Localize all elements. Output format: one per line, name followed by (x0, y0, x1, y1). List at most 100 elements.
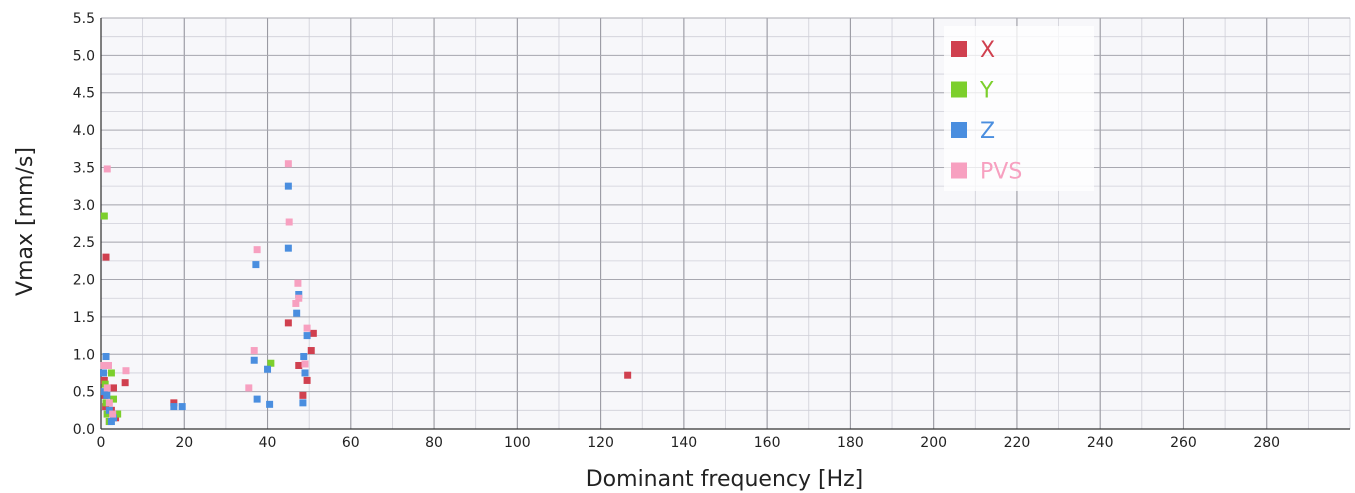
y-tick-label: 4.5 (73, 86, 95, 102)
legend-background (944, 26, 1094, 191)
data-point-x (109, 384, 117, 392)
data-point-z (253, 395, 261, 403)
data-point-z (250, 356, 258, 364)
data-point-x (295, 361, 303, 369)
data-point-x (121, 379, 129, 387)
data-point-pvs (104, 361, 112, 369)
data-points (99, 160, 632, 426)
x-tick-label: 180 (837, 435, 864, 451)
data-point-z (266, 400, 274, 408)
grid-lines (100, 17, 1351, 430)
data-point-z (284, 182, 292, 190)
x-tick-label: 240 (1087, 435, 1114, 451)
y-axis-title: Vmax [mm/s] (13, 147, 38, 296)
data-point-pvs (294, 279, 302, 287)
data-point-pvs (285, 218, 293, 226)
x-tick-label: 260 (1170, 435, 1197, 451)
y-tick-label: 3.5 (73, 160, 95, 176)
legend-label: X (980, 38, 995, 63)
data-point-z (102, 353, 110, 361)
data-point-y (103, 410, 111, 418)
data-point-y (100, 212, 108, 220)
data-point-pvs (301, 360, 309, 368)
legend-swatch (951, 162, 967, 179)
data-point-z (99, 369, 107, 377)
data-point-z (301, 369, 309, 377)
data-point-z (299, 399, 307, 407)
y-tick-label: 1.5 (73, 310, 95, 326)
axes (100, 18, 1350, 430)
data-point-z (252, 261, 260, 269)
x-tick-label: 120 (587, 435, 614, 451)
data-point-x (170, 399, 178, 407)
y-tick-label: 2.0 (73, 273, 95, 289)
y-tick-label: 0.0 (73, 422, 95, 438)
data-point-x (303, 376, 311, 384)
data-point-z (107, 418, 115, 426)
data-point-z (264, 365, 272, 373)
data-point-y (107, 369, 115, 377)
x-tick-label: 0 (97, 435, 106, 451)
data-point-pvs (105, 399, 113, 407)
y-tick-label: 5.5 (73, 11, 95, 27)
legend-label: Y (979, 79, 994, 104)
legend: XYZ PVS (951, 38, 1022, 185)
legend-swatch (951, 81, 967, 98)
data-point-z (300, 353, 308, 361)
x-tick-label: 160 (754, 435, 781, 451)
data-point-y (114, 410, 122, 418)
data-point-x (102, 403, 110, 411)
x-tick-label: 280 (1253, 435, 1280, 451)
data-point-z (284, 244, 292, 252)
data-point-pvs (122, 367, 130, 375)
x-tick-label: 40 (259, 435, 277, 451)
x-tick-label: 140 (670, 435, 697, 451)
legend-label: Z (980, 119, 995, 144)
data-point-z (170, 403, 178, 411)
legend-label: PVS (980, 160, 1022, 185)
data-point-z (100, 388, 108, 396)
data-point-z (103, 391, 111, 399)
x-tick-label: 20 (175, 435, 193, 451)
data-point-y (267, 359, 275, 367)
data-point-pvs (245, 384, 253, 392)
data-point-z (293, 309, 301, 317)
y-tick-label: 3.0 (73, 198, 95, 214)
data-point-x (102, 253, 110, 261)
data-point-z (109, 414, 117, 422)
y-tick-label: 2.5 (73, 235, 95, 251)
data-point-x (309, 329, 317, 337)
y-tick-labels: 0.0 0.5 1.0 1.5 2.0 2.5 3.0 3.5 4.0 4.5 5.0 5.5 (73, 11, 95, 438)
data-point-pvs (253, 246, 261, 254)
data-point-x (299, 391, 307, 399)
data-point-pvs (295, 294, 303, 302)
x-tick-label: 220 (1004, 435, 1031, 451)
x-tick-label: 100 (504, 435, 531, 451)
data-point-z (105, 406, 113, 414)
x-axis-title: Dominant frequency [Hz] (586, 467, 864, 492)
data-point-pvs (103, 384, 111, 392)
data-point-pvs (303, 324, 311, 332)
y-tick-label: 0.5 (73, 385, 95, 401)
data-point-pvs (100, 361, 108, 369)
data-point-x (284, 319, 292, 327)
data-point-z (178, 403, 186, 411)
data-point-pvs (292, 299, 300, 307)
data-point-pvs (103, 165, 111, 173)
data-point-x (307, 347, 315, 355)
y-tick-label: 5.0 (73, 48, 95, 64)
x-tick-label: 60 (342, 435, 360, 451)
data-point-z (295, 290, 303, 298)
legend-swatch (951, 122, 967, 138)
data-point-x (100, 376, 108, 384)
y-tick-label: 4.0 (73, 123, 95, 139)
x-tick-labels: 0 20 40 60 80 100 120 140 160 180 200 220 240 260 280 (97, 435, 1281, 451)
data-point-pvs (250, 347, 258, 355)
legend-swatch (951, 41, 967, 57)
data-point-pvs (109, 410, 117, 418)
x-tick-label: 80 (425, 435, 443, 451)
data-point-pvs (284, 160, 292, 168)
data-point-z (303, 332, 311, 340)
data-point-y (101, 380, 109, 388)
